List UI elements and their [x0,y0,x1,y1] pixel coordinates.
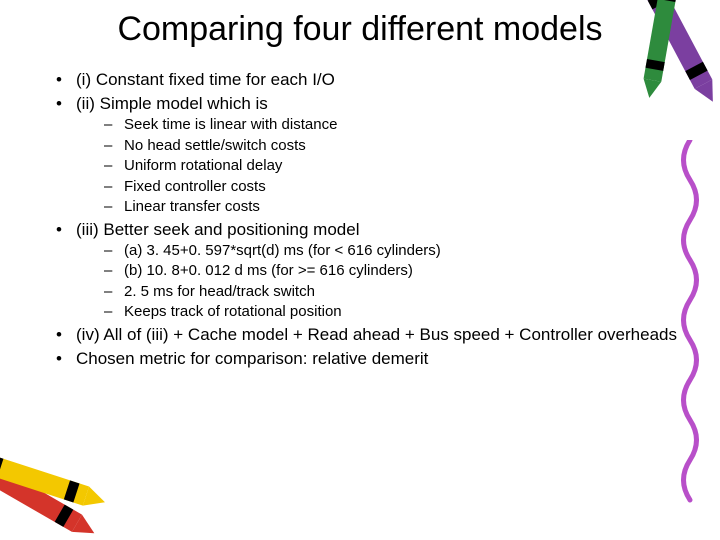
bullet-iii-sub2: (b) 10. 8+0. 012 d ms (for >= 616 cylind… [124,261,680,281]
bullet-ii-sub3: Uniform rotational delay [124,156,680,176]
bullet-iv: (iv) All of (iii) + Cache model + Read a… [76,324,680,346]
crayon-decoration-top-right [610,0,720,150]
bullet-iii-sub3: 2. 5 ms for head/track switch [124,282,680,302]
bullet-iii: (iii) Better seek and positioning model … [76,219,680,322]
bullet-iii-text: (iii) Better seek and positioning model [76,220,359,239]
bullet-i: (i) Constant fixed time for each I/O [76,69,680,91]
bullet-ii-sub4: Fixed controller costs [124,177,680,197]
slide-title: Comparing four different models [40,10,680,49]
bullet-ii-sub2: No head settle/switch costs [124,136,680,156]
squiggle-decoration [675,140,705,510]
bullet-ii: (ii) Simple model which is Seek time is … [76,93,680,217]
bullet-ii-sub5: Linear transfer costs [124,197,680,217]
bullet-ii-text: (ii) Simple model which is [76,94,268,113]
bullet-iii-sub1: (a) 3. 45+0. 597*sqrt(d) ms (for < 616 c… [124,241,680,261]
bullet-ii-sub1: Seek time is linear with distance [124,115,680,135]
crayon-decoration-bottom-left [0,440,150,540]
bullet-v: Chosen metric for comparison: relative d… [76,348,680,370]
bullet-iii-sub4: Keeps track of rotational position [124,302,680,322]
slide-content: (i) Constant fixed time for each I/O (ii… [40,69,680,370]
